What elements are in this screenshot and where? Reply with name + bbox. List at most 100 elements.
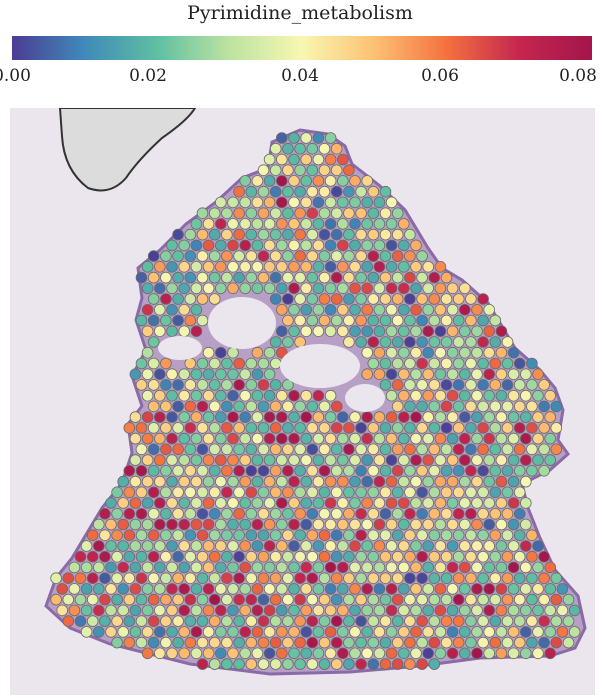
expression-spot: [349, 454, 361, 466]
expression-spot: [123, 593, 136, 606]
expression-spot: [147, 443, 160, 456]
expression-spot: [507, 497, 520, 509]
expression-spot: [379, 615, 392, 627]
expression-spot: [507, 432, 520, 445]
expression-spot: [422, 261, 435, 273]
expression-spot: [282, 443, 294, 456]
expression-spot: [458, 411, 471, 423]
expression-spot: [233, 207, 245, 219]
expression-spot: [416, 336, 428, 348]
expression-spot: [477, 443, 489, 456]
expression-spot: [154, 325, 166, 338]
expression-spot: [428, 572, 441, 585]
expression-spot: [355, 185, 367, 198]
expression-spot: [391, 357, 404, 370]
expression-spot: [434, 282, 447, 295]
expression-spot: [172, 293, 184, 305]
expression-spot: [56, 583, 68, 595]
expression-spot: [80, 540, 93, 552]
expression-spot: [300, 282, 313, 295]
expression-spot: [465, 336, 477, 348]
expression-spot: [123, 529, 136, 542]
expression-spot: [428, 400, 441, 413]
expression-spot: [117, 583, 129, 595]
expression-spot: [221, 464, 233, 477]
expression-spot: [184, 615, 197, 627]
expression-spot: [282, 486, 294, 499]
expression-spot: [282, 400, 294, 413]
expression-spot: [422, 647, 435, 660]
expression-spot: [306, 615, 319, 627]
expression-spot: [355, 486, 367, 499]
expression-spot: [330, 443, 343, 456]
expression-spot: [404, 357, 416, 370]
expression-spot: [275, 218, 288, 230]
expression-spot: [215, 497, 227, 509]
expression-spot: [336, 561, 349, 574]
expression-spot: [324, 282, 337, 295]
expression-spot: [257, 464, 270, 477]
expression-spot: [471, 604, 483, 617]
expression-spot: [318, 593, 331, 606]
expression-spot: [257, 507, 270, 520]
expression-spot: [208, 207, 221, 219]
expression-spot: [221, 250, 233, 262]
expression-spot: [349, 647, 361, 660]
expression-spot: [452, 400, 465, 413]
expression-spot: [501, 507, 514, 520]
expression-spot: [166, 411, 178, 423]
expression-spot: [251, 518, 264, 531]
expression-spot: [190, 454, 203, 466]
expression-spot: [477, 550, 489, 563]
expression-spot: [294, 207, 306, 219]
expression-spot: [446, 346, 459, 359]
expression-spot: [318, 443, 331, 456]
expression-spot: [221, 572, 233, 585]
expression-spot: [324, 647, 337, 660]
expression-spot: [269, 336, 282, 348]
expression-spot: [452, 615, 465, 627]
expression-spot: [434, 540, 447, 552]
expression-spot: [239, 175, 252, 187]
expression-spot: [532, 561, 544, 574]
expression-spot: [178, 583, 191, 595]
expression-spot: [227, 389, 239, 402]
expression-spot: [160, 486, 172, 499]
expression-spot: [519, 647, 532, 660]
expression-spot: [404, 293, 416, 305]
expression-spot: [263, 647, 276, 660]
expression-spot: [397, 626, 410, 638]
expression-spot: [275, 475, 288, 488]
expression-spot: [239, 583, 252, 595]
expression-spot: [385, 604, 398, 617]
expression-spot: [275, 411, 288, 423]
expression-spot: [361, 518, 374, 531]
expression-spot: [239, 282, 252, 295]
expression-spot: [294, 185, 306, 198]
expression-spot: [166, 432, 178, 445]
expression-spot: [458, 475, 471, 488]
expression-spot: [154, 454, 166, 466]
expression-spot: [141, 583, 154, 595]
expression-spot: [80, 626, 93, 638]
expression-spot: [318, 658, 331, 670]
expression-spot: [245, 207, 258, 219]
expression-spot: [202, 497, 215, 509]
expression-spot: [111, 593, 123, 606]
expression-spot: [178, 497, 191, 509]
expression-spot: [471, 475, 483, 488]
expression-spot: [300, 132, 313, 144]
expression-spot: [544, 411, 556, 423]
expression-spot: [306, 228, 319, 241]
expression-spot: [483, 604, 496, 617]
expression-spot: [178, 475, 191, 488]
expression-spot: [343, 550, 355, 563]
expression-spot: [166, 583, 178, 595]
expression-spot: [300, 497, 313, 509]
expression-spot: [111, 486, 123, 499]
expression-spot: [416, 572, 428, 585]
expression-spot: [227, 583, 239, 595]
expression-spot: [501, 636, 514, 649]
expression-spot: [452, 422, 465, 434]
expression-spot: [391, 293, 404, 305]
